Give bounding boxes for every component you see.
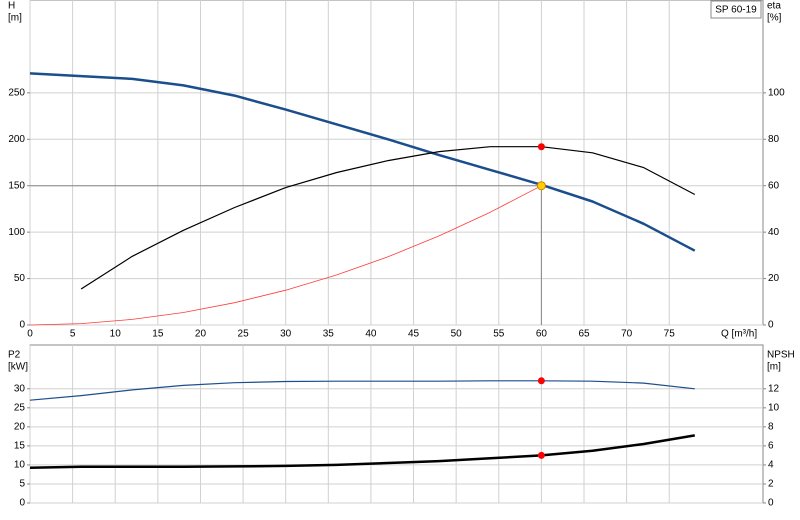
y2-tick-label: 100	[768, 87, 785, 98]
y-tick-label: 30	[14, 383, 26, 394]
series-line	[29, 72, 696, 252]
y2-tick-label: 0	[768, 498, 774, 509]
y-tick-label: 100	[8, 227, 25, 238]
duty-point	[536, 181, 546, 191]
y-axis-label: [kW]	[8, 362, 28, 373]
x-axis-label: Q [m³/h]	[721, 329, 757, 340]
x-tick-label: 55	[493, 329, 505, 340]
series-line	[80, 146, 696, 290]
y-tick-label: 200	[8, 134, 25, 145]
legend-box	[710, 0, 762, 19]
y-tick-label: 50	[14, 273, 26, 284]
x-tick-label: 60	[536, 329, 548, 340]
y2-axis-label: NPSH	[767, 350, 795, 361]
y2-axis-label: [m]	[767, 362, 781, 373]
x-tick-label: 0	[27, 329, 33, 340]
y2-tick-label: 2	[768, 479, 774, 490]
y-axis-label: P2	[8, 350, 21, 361]
x-tick-label: 30	[280, 329, 292, 340]
y2-tick-label: 8	[768, 421, 774, 432]
x-tick-label: 5	[70, 329, 76, 340]
y-axis-label: H	[8, 1, 15, 12]
y-axis-label: [m]	[8, 13, 22, 24]
x-tick-label: 40	[365, 329, 377, 340]
y2-tick-label: 4	[768, 460, 774, 471]
x-tick-label: 65	[578, 329, 590, 340]
y2-axis-label: [%]	[767, 13, 782, 24]
x-tick-label: 70	[621, 329, 633, 340]
y-tick-label: 0	[19, 320, 25, 331]
y-tick-label: 10	[14, 460, 26, 471]
plot-area	[29, 0, 764, 326]
y-tick-label: 25	[14, 402, 26, 413]
series-line	[29, 380, 695, 401]
y2-tick-label: 80	[768, 134, 780, 145]
x-tick-label: 25	[238, 329, 250, 340]
y2-tick-label: 6	[768, 441, 774, 452]
y2-tick-label: 20	[768, 273, 780, 284]
legend-text: SP 60-19	[715, 5, 757, 16]
plot-area	[29, 344, 764, 504]
y2-axis-label: eta	[767, 1, 781, 12]
operating-point	[537, 451, 545, 459]
x-tick-label: 15	[152, 329, 164, 340]
y2-tick-label: 60	[768, 180, 780, 191]
y2-tick-label: 10	[768, 402, 780, 413]
y-tick-label: 5	[19, 479, 25, 490]
y-tick-label: 0	[19, 498, 25, 509]
operating-point	[537, 143, 545, 151]
x-tick-label: 35	[323, 329, 335, 340]
x-tick-label: 75	[664, 329, 676, 340]
y-tick-label: 20	[14, 421, 26, 432]
x-tick-label: 10	[110, 329, 122, 340]
operating-point	[537, 377, 545, 385]
y-tick-label: 250	[8, 87, 25, 98]
x-tick-label: 45	[408, 329, 420, 340]
y2-tick-label: 40	[768, 227, 780, 238]
series-line	[29, 434, 696, 470]
series-line	[29, 185, 542, 326]
y-tick-label: 15	[14, 441, 26, 452]
y2-tick-label: 0	[768, 320, 774, 331]
y2-tick-label: 12	[768, 383, 780, 394]
x-tick-label: 20	[195, 329, 207, 340]
y-tick-label: 150	[8, 180, 25, 191]
x-tick-label: 50	[451, 329, 463, 340]
